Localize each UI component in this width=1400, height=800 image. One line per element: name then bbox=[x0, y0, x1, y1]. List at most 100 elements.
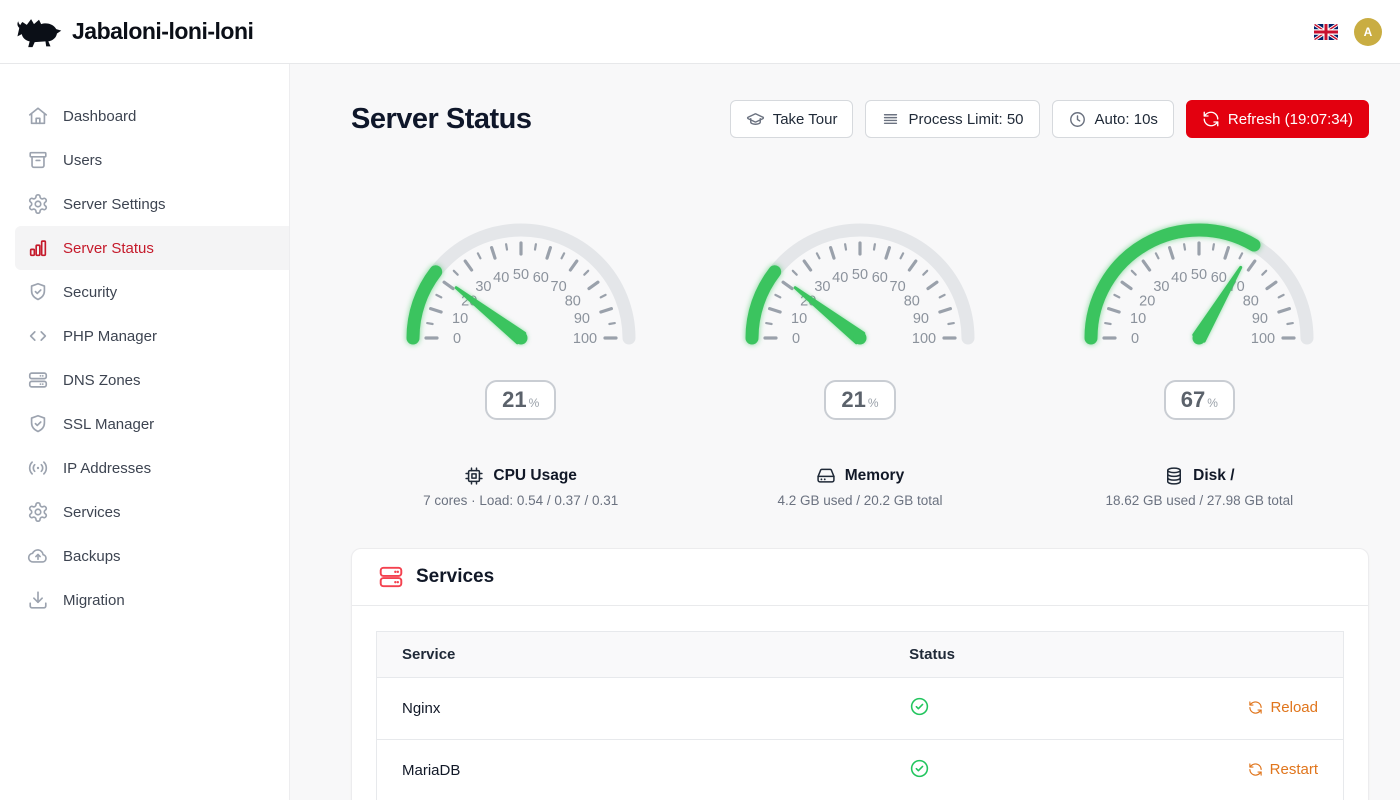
cpu-unit: % bbox=[528, 396, 540, 410]
cpu-gauge-title: CPU Usage bbox=[493, 467, 577, 484]
disk-value: 67 bbox=[1180, 387, 1206, 412]
radio-waves-icon bbox=[27, 457, 49, 479]
shield-check-icon bbox=[27, 281, 49, 303]
take-tour-button[interactable]: Take Tour bbox=[729, 100, 854, 138]
sidebar-item-security[interactable]: Security bbox=[0, 270, 289, 314]
disk-gauge-title: Disk / bbox=[1193, 467, 1235, 484]
memory-value-badge: 21 % bbox=[824, 380, 896, 420]
sidebar-item-services[interactable]: Services bbox=[0, 490, 289, 534]
refresh-button[interactable]: Refresh (19:07:34) bbox=[1185, 100, 1369, 138]
memory-gauge-subtitle: 4.2 GB used / 20.2 GB total bbox=[777, 493, 943, 508]
auto-refresh-label: Auto: 10s bbox=[1094, 110, 1158, 128]
svg-text:100: 100 bbox=[573, 331, 597, 347]
user-avatar[interactable]: A bbox=[1354, 17, 1382, 46]
restart-mariadb-button[interactable]: Restart bbox=[1248, 761, 1318, 778]
reload-nginx-button[interactable]: Reload bbox=[1248, 699, 1318, 716]
services-title: Services bbox=[416, 566, 495, 587]
svg-text:30: 30 bbox=[475, 279, 491, 295]
cpu-value-badge: 21 % bbox=[485, 380, 557, 420]
svg-text:40: 40 bbox=[493, 270, 509, 286]
gear-icon bbox=[27, 193, 49, 215]
toolbar: Take Tour Process Limit: 50 Auto: 10s Re… bbox=[729, 100, 1369, 138]
svg-text:70: 70 bbox=[550, 279, 566, 295]
sidebar-item-dashboard[interactable]: Dashboard bbox=[0, 94, 289, 138]
svg-text:80: 80 bbox=[564, 293, 580, 309]
memory-unit: % bbox=[867, 396, 879, 410]
sidebar-item-label: Services bbox=[63, 503, 121, 521]
boar-logo-icon bbox=[16, 14, 62, 50]
home-icon bbox=[27, 105, 49, 127]
status-check-icon bbox=[909, 696, 930, 717]
table-row-nginx: Nginx Reload bbox=[376, 677, 1344, 740]
sidebar-item-label: Dashboard bbox=[63, 107, 137, 125]
app-title: Jabaloni-loni-loni bbox=[72, 18, 254, 44]
disk-value-badge: 67 % bbox=[1163, 380, 1235, 420]
sidebar-item-migration[interactable]: Migration bbox=[0, 578, 289, 622]
sidebar: Dashboard Users Server Settings Server S… bbox=[0, 64, 290, 800]
services-card: Services Service Status Nginx bbox=[351, 548, 1369, 800]
sidebar-item-label: DNS Zones bbox=[63, 371, 141, 389]
process-limit-button[interactable]: Process Limit: 50 bbox=[865, 100, 1040, 138]
sidebar-item-users[interactable]: Users bbox=[0, 138, 289, 182]
archive-icon bbox=[27, 149, 49, 171]
svg-text:60: 60 bbox=[532, 270, 548, 286]
svg-text:80: 80 bbox=[904, 293, 920, 309]
database-icon bbox=[1164, 466, 1184, 486]
svg-text:30: 30 bbox=[814, 279, 830, 295]
sidebar-item-ip-addresses[interactable]: IP Addresses bbox=[0, 446, 289, 490]
column-header-service: Service bbox=[376, 631, 885, 678]
gear-icon bbox=[27, 501, 49, 523]
cpu-chip-icon bbox=[464, 466, 484, 486]
sidebar-item-label: Server Status bbox=[63, 239, 154, 257]
svg-text:0: 0 bbox=[453, 331, 461, 347]
main-content: Server Status Take Tour Process Limit: 5… bbox=[290, 64, 1400, 800]
svg-text:80: 80 bbox=[1243, 293, 1259, 309]
sidebar-item-label: Backups bbox=[63, 547, 121, 565]
svg-text:20: 20 bbox=[1139, 293, 1155, 309]
svg-text:60: 60 bbox=[872, 270, 888, 286]
shield-check-icon bbox=[27, 413, 49, 435]
table-row-mariadb: MariaDB Restart bbox=[376, 739, 1344, 800]
sidebar-item-label: Migration bbox=[63, 591, 125, 609]
sidebar-item-server-settings[interactable]: Server Settings bbox=[0, 182, 289, 226]
disk-unit: % bbox=[1207, 396, 1218, 410]
uk-flag-icon[interactable] bbox=[1314, 23, 1338, 40]
services-table: Service Status Nginx Relo bbox=[376, 631, 1344, 800]
svg-text:0: 0 bbox=[792, 331, 800, 347]
sidebar-item-dns-zones[interactable]: DNS Zones bbox=[0, 358, 289, 402]
service-name: MariaDB bbox=[376, 739, 885, 800]
service-name: Nginx bbox=[376, 677, 885, 740]
server-rack-icon bbox=[378, 564, 404, 590]
auto-refresh-button[interactable]: Auto: 10s bbox=[1051, 100, 1174, 138]
sidebar-item-php-manager[interactable]: PHP Manager bbox=[0, 314, 289, 358]
cpu-gauge-subtitle: 7 cores · Load: 0.54 / 0.37 / 0.31 bbox=[423, 493, 619, 508]
brand: Jabaloni-loni-loni bbox=[16, 14, 254, 50]
process-limit-label: Process Limit: 50 bbox=[908, 110, 1024, 128]
restart-label: Restart bbox=[1269, 760, 1318, 778]
sidebar-item-label: IP Addresses bbox=[63, 459, 152, 477]
sidebar-item-label: Security bbox=[63, 283, 118, 301]
svg-text:90: 90 bbox=[913, 311, 929, 327]
sidebar-item-server-status[interactable]: Server Status bbox=[15, 226, 289, 270]
graduation-cap-icon bbox=[746, 110, 765, 129]
svg-text:50: 50 bbox=[852, 267, 868, 283]
disk-gauge-dial: 0 10 20 30 40 50 60 70 80 90 100 bbox=[1079, 208, 1319, 366]
svg-text:10: 10 bbox=[1130, 311, 1146, 327]
hard-drive-icon bbox=[816, 466, 836, 486]
reload-icon bbox=[1248, 700, 1263, 715]
refresh-label: Refresh (19:07:34) bbox=[1227, 110, 1353, 128]
list-lines-icon bbox=[881, 110, 900, 129]
cpu-value: 21 bbox=[502, 387, 527, 412]
sidebar-item-ssl-manager[interactable]: SSL Manager bbox=[0, 402, 289, 446]
top-header: Jabaloni-loni-loni A bbox=[0, 0, 1400, 64]
sidebar-item-backups[interactable]: Backups bbox=[0, 534, 289, 578]
status-check-icon bbox=[909, 758, 930, 779]
column-header-status: Status bbox=[884, 631, 1146, 678]
take-tour-label: Take Tour bbox=[772, 110, 838, 128]
disk-gauge: 0 10 20 30 40 50 60 70 80 90 100 67 % Disk / 18.62… bbox=[1030, 208, 1369, 508]
